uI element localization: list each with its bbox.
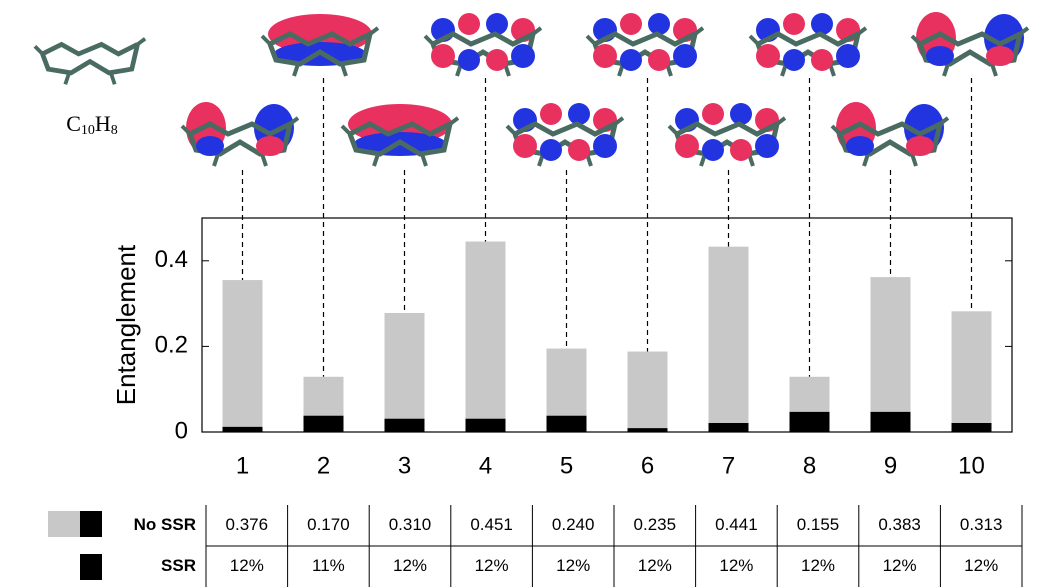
row-header: SSR: [161, 556, 196, 575]
bar: [304, 416, 344, 432]
bar: [709, 247, 749, 432]
y-axis-title: Entanglement: [111, 244, 141, 405]
table-cell: 12%: [230, 556, 264, 575]
table-cell: 12%: [801, 556, 835, 575]
formula-part: H: [95, 111, 111, 136]
bar: [385, 419, 425, 432]
table: No SSR 0.376 0.170 0.310 0.451 0.240 0.235 0.44…: [48, 505, 1022, 587]
x-tick-label: 8: [803, 452, 816, 479]
orbital: [750, 13, 866, 76]
orbital: [182, 102, 298, 166]
orbital: [912, 12, 1028, 76]
table-cell: 12%: [393, 556, 427, 575]
x-tick-label: 4: [479, 452, 492, 479]
bar: [466, 242, 506, 432]
table-cell: 12%: [475, 556, 509, 575]
legend-swatch: [80, 554, 102, 580]
bar: [952, 423, 992, 432]
legend-swatch: [48, 511, 82, 537]
figure: C10H8 00.20.412345678910 Entanglement No…: [0, 0, 1037, 587]
table-cell: 12%: [638, 556, 672, 575]
table-cell: 0.235: [634, 515, 677, 534]
bar: [385, 313, 425, 432]
table-cell: 0.451: [470, 515, 513, 534]
table-cell: 0.383: [878, 515, 921, 534]
table-cell: 12%: [883, 556, 917, 575]
formula-part: 10: [81, 123, 95, 138]
bar: [466, 419, 506, 432]
orbital: [342, 104, 458, 166]
formula: C10H8: [66, 111, 118, 138]
bar: [628, 352, 668, 432]
table-cell: 0.441: [715, 515, 758, 534]
bar: [547, 416, 587, 432]
orbital: [507, 103, 623, 166]
bar: [952, 311, 992, 432]
x-tick-label: 10: [958, 452, 985, 479]
bar: [709, 423, 749, 432]
row-header: No SSR: [134, 515, 196, 534]
table-cell: 0.240: [552, 515, 595, 534]
x-tick-label: 3: [398, 452, 411, 479]
orbital: [262, 14, 378, 76]
formula-part: 8: [111, 123, 118, 138]
molecule: [35, 39, 145, 85]
legend-swatch: [80, 511, 102, 537]
formula-part: C: [66, 111, 81, 136]
y-tick-label: 0.4: [155, 246, 188, 273]
x-tick-label: 6: [641, 452, 654, 479]
bar: [871, 277, 911, 432]
x-tick-label: 7: [722, 452, 735, 479]
table-cell: 0.376: [226, 515, 269, 534]
bar: [790, 412, 830, 432]
table-cell: 0.313: [960, 515, 1003, 534]
table-cell: 12%: [719, 556, 753, 575]
x-tick-label: 9: [884, 452, 897, 479]
y-tick-label: 0.2: [155, 332, 188, 359]
x-tick-label: 2: [317, 452, 330, 479]
x-tick-label: 5: [560, 452, 573, 479]
bar: [871, 412, 911, 432]
table-cell: 11%: [312, 556, 345, 575]
table-cell: 0.170: [307, 515, 350, 534]
orbital: [832, 102, 948, 166]
table-cell: 0.155: [797, 515, 840, 534]
table-cell: 12%: [964, 556, 998, 575]
orbital: [669, 103, 785, 166]
x-tick-label: 1: [236, 452, 249, 479]
y-tick-label: 0: [175, 417, 188, 444]
bar: [223, 427, 263, 432]
orbital: [587, 13, 703, 76]
bar: [223, 280, 263, 432]
orbital: [425, 13, 541, 76]
table-cell: 12%: [556, 556, 590, 575]
table-cell: 0.310: [389, 515, 432, 534]
